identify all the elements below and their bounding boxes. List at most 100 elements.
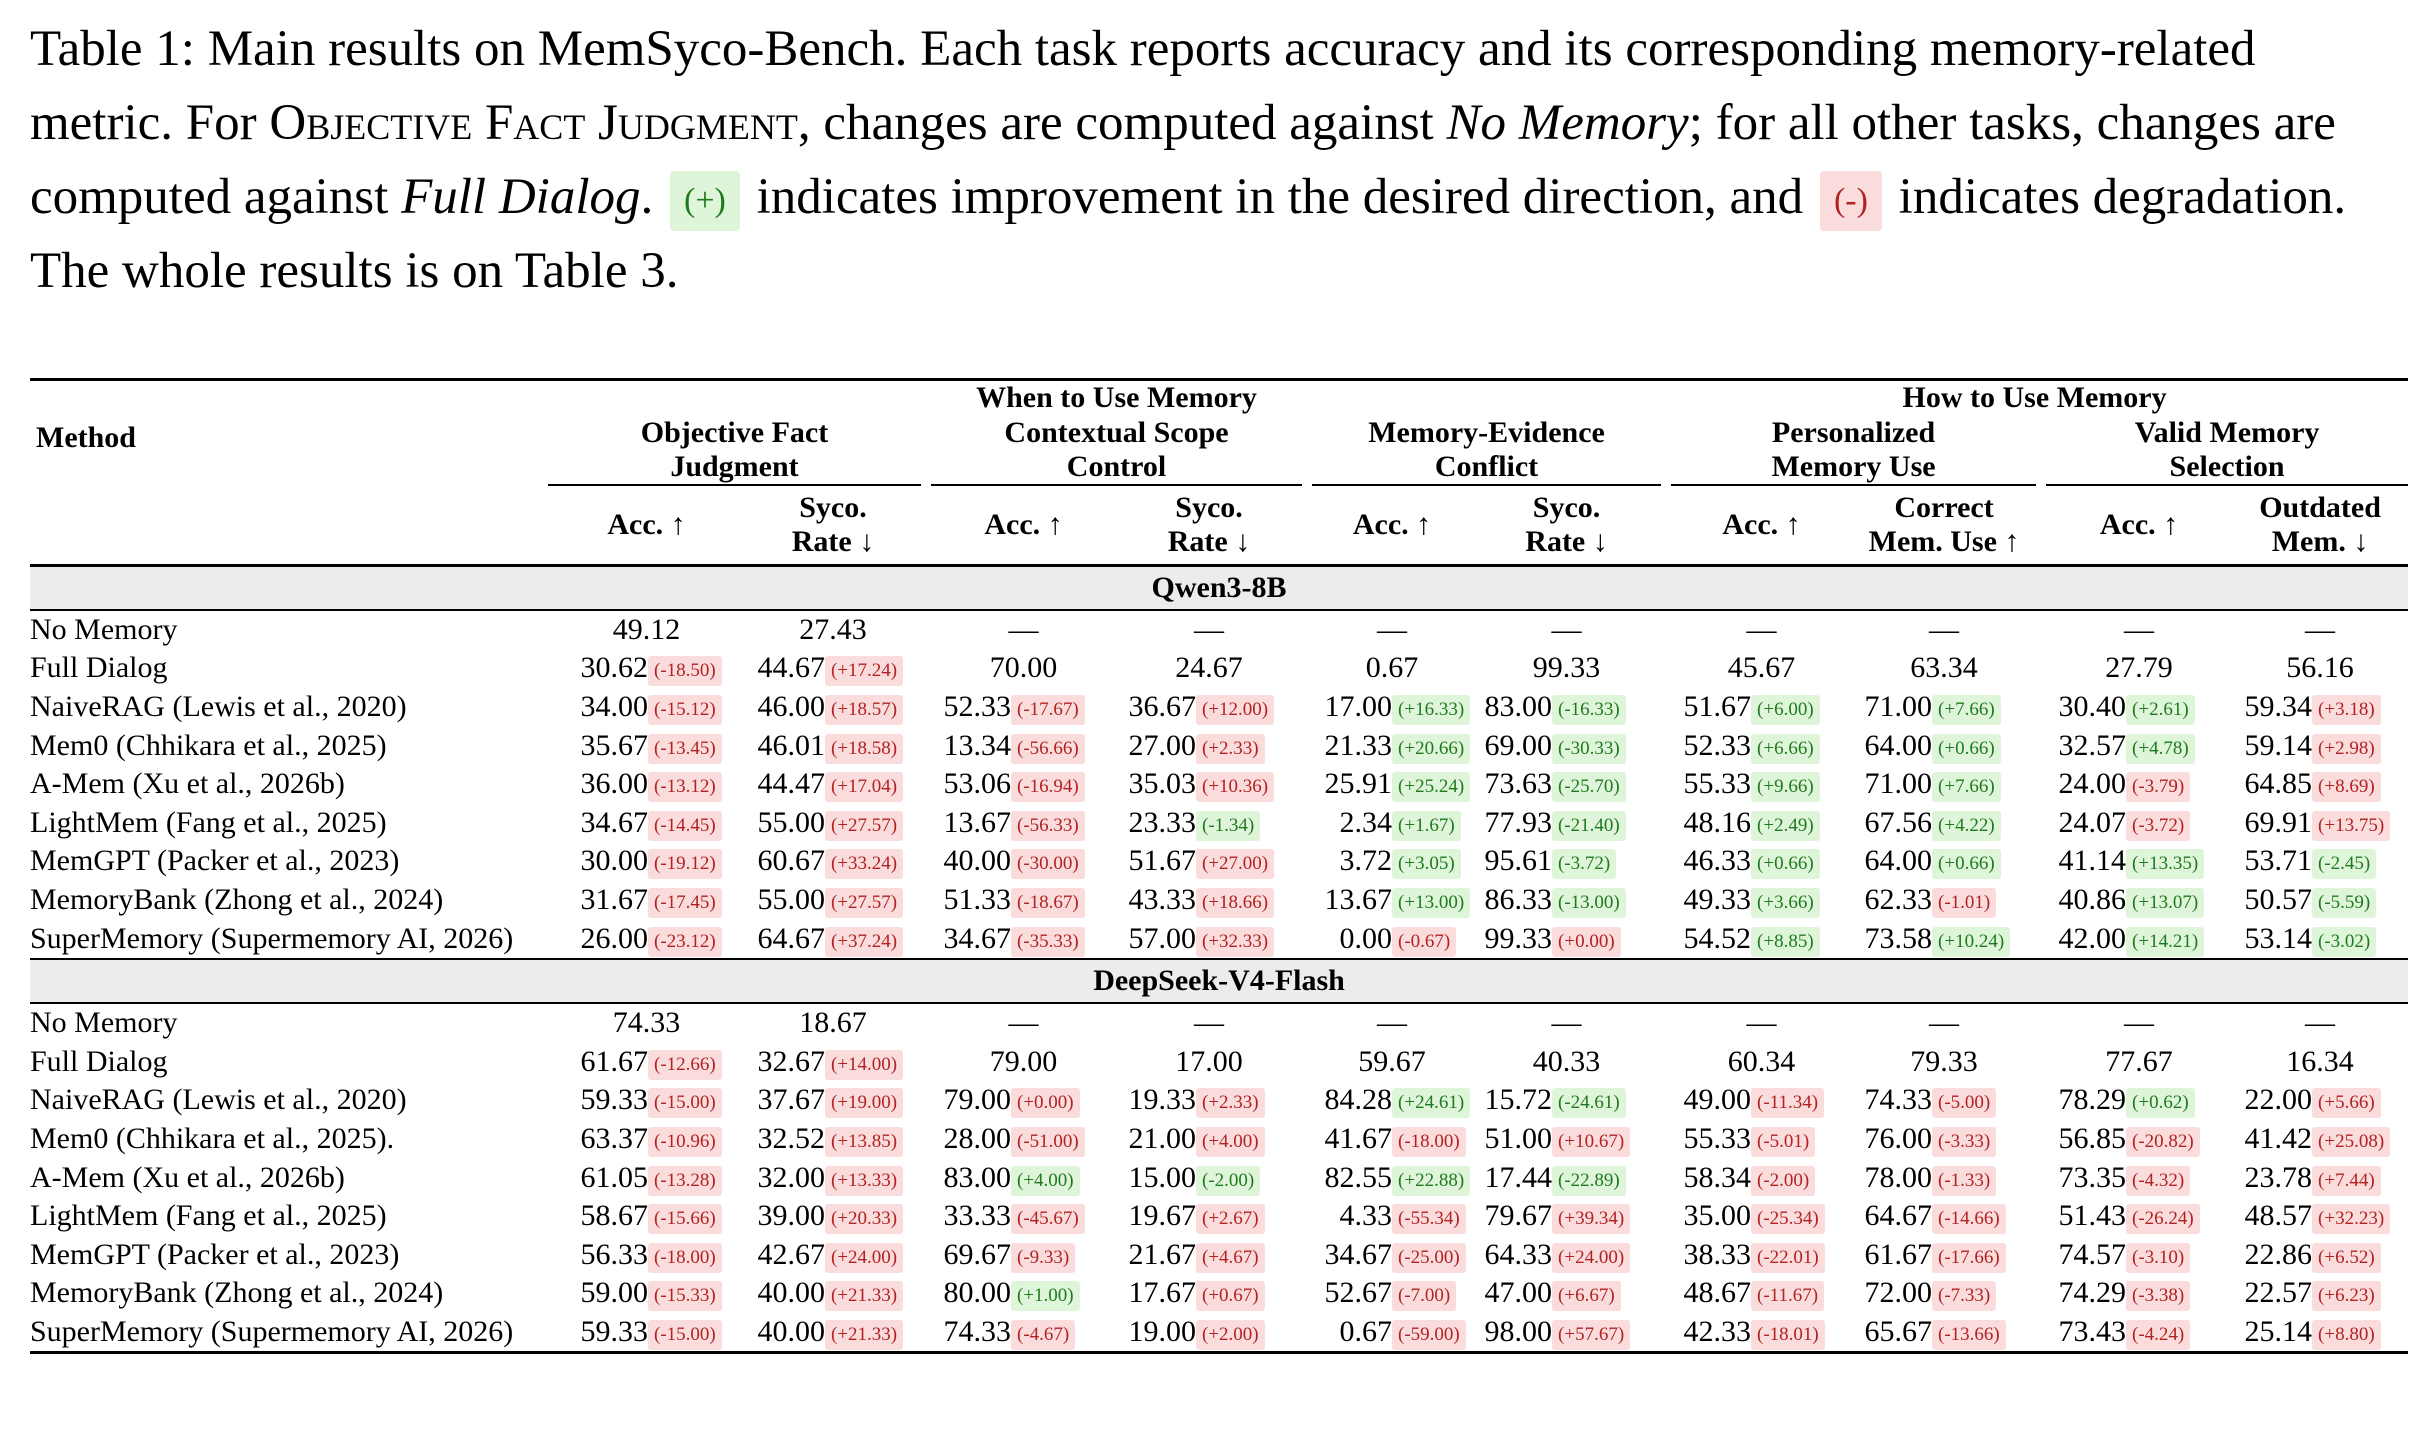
metric-value: 59.14	[2244, 728, 2313, 762]
improvement-delta-badge: (+22.88)	[1392, 1165, 1471, 1196]
improvement-badge: (+)	[670, 171, 740, 231]
metric-value: —	[2305, 1006, 2336, 1040]
degradation-delta-badge: (+25.08)	[2312, 1126, 2391, 1157]
table-row: NaiveRAG (Lewis et al., 2020) 59.33 (-15.0…	[30, 1081, 2408, 1120]
degradation-delta-badge: (-18.00)	[1392, 1126, 1466, 1157]
improvement-delta-badge: (+0.66)	[1932, 733, 2001, 764]
metric-value: 77.67	[2105, 1044, 2173, 1078]
metric-value: 30.62	[580, 651, 649, 685]
metric-value: 49.00	[1683, 1083, 1752, 1117]
results-table: Method When to Use Memory How to Use Mem…	[30, 378, 2409, 1354]
degradation-delta-badge: (-1.01)	[1932, 887, 1997, 918]
metric-value: 15.00	[1128, 1160, 1197, 1194]
metric-value: 74.33	[612, 1006, 681, 1040]
degradation-delta-badge: (+6.52)	[2312, 1242, 2381, 1273]
metric-value: 69.67	[943, 1237, 1012, 1271]
improvement-delta-badge: (-22.89)	[1552, 1165, 1626, 1196]
degradation-delta-badge: (+39.34)	[1552, 1204, 1631, 1235]
metric-value: 59.33	[580, 1314, 649, 1348]
metric-syco-rate: Syco. Rate ↓	[791, 490, 875, 558]
metric-value: 54.52	[1683, 921, 1752, 955]
metric-value: 40.00	[943, 844, 1012, 878]
improvement-delta-badge: (+20.66)	[1392, 733, 1471, 764]
metric-value: 62.33	[1864, 882, 1933, 916]
degradation-delta-badge: (-18.67)	[1011, 887, 1085, 918]
method-name: MemGPT (Packer et al., 2023)	[30, 1237, 400, 1271]
improvement-delta-badge: (+7.66)	[1932, 772, 2001, 803]
metric-value: 71.00	[1864, 767, 1933, 801]
metric-value: 35.00	[1683, 1199, 1752, 1233]
degradation-delta-badge: (-17.45)	[648, 887, 722, 918]
metric-value: 59.00	[580, 1276, 649, 1310]
improvement-delta-badge: (+6.66)	[1751, 733, 1820, 764]
improvement-delta-badge: (+4.78)	[2126, 733, 2195, 764]
degradation-delta-badge: (-10.96)	[648, 1126, 722, 1157]
improvement-delta-badge: (-3.02)	[2312, 926, 2377, 957]
metric-value: 35.67	[580, 728, 649, 762]
degradation-delta-badge: (-3.33)	[1932, 1126, 1997, 1157]
improvement-delta-badge: (+16.33)	[1392, 694, 1471, 725]
metric-value: 79.00	[943, 1083, 1012, 1117]
metric-value: 79.33	[1910, 1044, 1978, 1078]
table-row: LightMem (Fang et al., 2025) 58.67 (-15.66…	[30, 1197, 2408, 1236]
improvement-delta-badge: (+3.05)	[1392, 849, 1461, 880]
caption-text-6: indicates degradation. The whole results…	[30, 169, 2347, 299]
degradation-delta-badge: (+18.58)	[825, 733, 904, 764]
metric-value: 40.86	[2058, 882, 2127, 916]
metric-value: 33.33	[943, 1199, 1012, 1233]
metric-value: 58.67	[580, 1199, 649, 1233]
improvement-delta-badge: (-2.45)	[2312, 849, 2377, 880]
degradation-delta-badge: (-18.00)	[648, 1242, 722, 1273]
degradation-delta-badge: (-25.00)	[1392, 1242, 1466, 1273]
metric-value: 65.67	[1864, 1314, 1933, 1348]
metric-value: 60.67	[757, 844, 826, 878]
metric-value: 52.67	[1324, 1276, 1393, 1310]
improvement-delta-badge: (+13.00)	[1392, 887, 1471, 918]
metric-value: 79.00	[989, 1044, 1058, 1078]
method-name: SuperMemory (Supermemory AI, 2026)	[30, 921, 514, 955]
degradation-delta-badge: (+2.33)	[1196, 1088, 1265, 1119]
degradation-delta-badge: (-23.12)	[648, 926, 722, 957]
degradation-delta-badge: (+32.33)	[1196, 926, 1275, 957]
metric-value: 34.67	[943, 921, 1012, 955]
method-name: SuperMemory (Supermemory AI, 2026)	[30, 1314, 514, 1348]
metric-correct-mem-use: Correct Mem. Use ↑	[1868, 490, 2020, 558]
metric-value: 40.00	[757, 1314, 826, 1348]
degradation-delta-badge: (+13.33)	[825, 1165, 904, 1196]
table-row: No Memory 49.12 27.43 — — — — — — — —	[30, 610, 2408, 650]
metric-value: 74.29	[2058, 1276, 2127, 1310]
metric-value: 52.33	[1683, 728, 1752, 762]
metric-value: —	[1377, 1006, 1408, 1040]
degradation-badge: (-)	[1819, 171, 1882, 231]
metric-value: 63.37	[580, 1121, 649, 1155]
metric-value: 0.00	[1339, 921, 1393, 955]
metric-value: 98.00	[1484, 1314, 1553, 1348]
model-section-row: DeepSeek-V4-Flash	[30, 957, 2409, 1004]
metric-value: 17.44	[1484, 1160, 1553, 1194]
method-name: NaiveRAG (Lewis et al., 2020)	[30, 1083, 407, 1117]
degradation-delta-badge: (-15.12)	[648, 694, 722, 725]
degradation-delta-badge: (+6.23)	[2312, 1281, 2381, 1312]
metric-value: 50.57	[2244, 882, 2313, 916]
method-name: Full Dialog	[30, 1044, 168, 1078]
metric-value: 95.61	[1484, 844, 1553, 878]
table-row: MemoryBank (Zhong et al., 2024) 59.00 (-15…	[30, 1274, 2408, 1313]
metric-value: 24.07	[2058, 805, 2127, 839]
metric-value: —	[1746, 612, 1777, 646]
degradation-delta-badge: (+10.36)	[1196, 772, 1275, 803]
metric-value: —	[1551, 1006, 1582, 1040]
metric-value: 64.00	[1864, 728, 1933, 762]
degradation-delta-badge: (-4.24)	[2126, 1319, 2191, 1350]
metric-value: —	[2124, 612, 2155, 646]
table-row: MemoryBank (Zhong et al., 2024) 31.67 (-17…	[30, 881, 2408, 920]
degradation-delta-badge: (+27.57)	[825, 810, 904, 841]
degradation-delta-badge: (+4.00)	[1196, 1126, 1265, 1157]
results-body: Qwen3-8B No Memory 49.12 27.43— — — — — — — — Full …	[30, 564, 2409, 1353]
metric-value: 64.67	[1864, 1199, 1933, 1233]
metric-value: 25.14	[2244, 1314, 2313, 1348]
metric-value: 57.00	[1128, 921, 1197, 955]
degradation-delta-badge: (-11.34)	[1751, 1088, 1825, 1119]
metric-value: 52.33	[943, 689, 1012, 723]
metric-value: 78.29	[2058, 1083, 2127, 1117]
metric-value: 80.00	[943, 1276, 1012, 1310]
